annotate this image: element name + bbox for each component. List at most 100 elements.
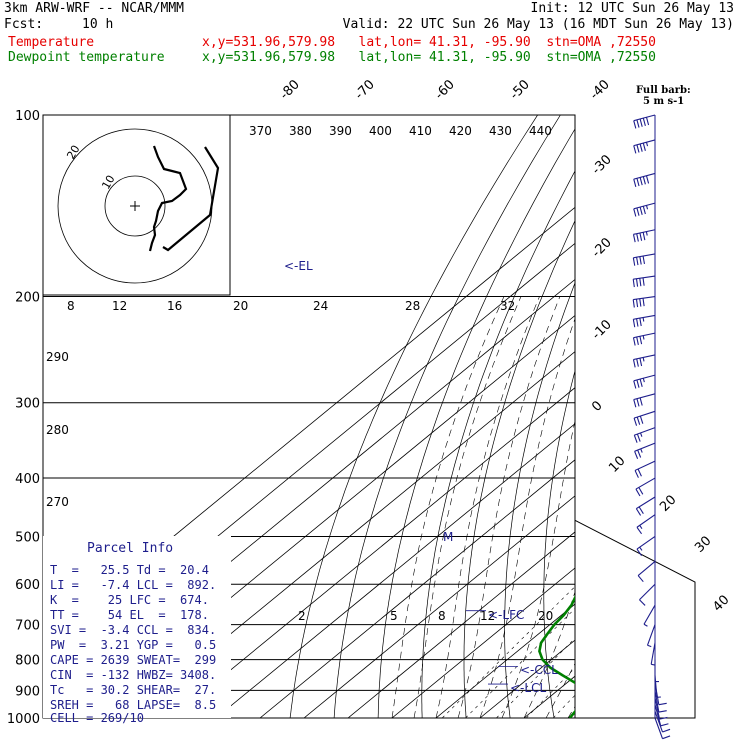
wind-barb-flag (642, 357, 645, 362)
parcel-line-8: Tc = 30.2 SHEAR= 27. (50, 683, 216, 697)
moist-adiabat-line (523, 590, 575, 718)
wind-barb (636, 514, 656, 535)
wind-barb-flag (639, 525, 643, 529)
wind-barb-flag (642, 176, 646, 185)
wind-barb (632, 275, 656, 288)
dry-adiabat-line (543, 369, 575, 718)
wind-barb-flag (638, 487, 644, 495)
isotherm-label: -10 (589, 317, 615, 343)
moist-adiabat-line (545, 662, 575, 718)
wind-barb-shaft (633, 410, 656, 419)
wind-barb-flag (636, 526, 643, 535)
dry-adiabat-line (504, 281, 575, 718)
isotherm-line (700, 115, 740, 718)
hodograph-scale-label: 24 (313, 299, 328, 313)
wind-barb-flag (636, 398, 640, 407)
wind-barb-shaft (637, 561, 656, 577)
wind-barb-flag (632, 359, 636, 368)
isotherm-label: -50 (507, 77, 533, 103)
mixing-ratio-line (441, 586, 575, 718)
moist-adiabat-line (479, 317, 575, 718)
wind-barb-flag (633, 208, 637, 217)
theta-side-label: 280 (46, 423, 69, 437)
wind-barb-flag (645, 117, 650, 126)
plot-frame-extension (574, 519, 696, 719)
wind-barb-flag (639, 232, 643, 241)
isotherm-label: -60 (432, 77, 458, 103)
pressure-label: 500 (15, 530, 40, 545)
wind-barb-flag (636, 548, 643, 556)
isotherm-line (435, 603, 575, 718)
wind-barb-flag (639, 397, 643, 406)
wind-barb (633, 114, 656, 129)
wind-barb (632, 253, 656, 266)
pressure-label: 200 (15, 291, 40, 306)
wind-barb-flag (640, 432, 643, 437)
wind-barb-flag (642, 277, 645, 286)
wind-barb-flag (632, 337, 636, 346)
plot-frame (42, 114, 576, 719)
wind-barb-shaft (633, 172, 656, 180)
isotherm-label: 10 (606, 454, 628, 476)
pressure-label: 700 (15, 619, 40, 634)
pressure-label: 600 (15, 578, 40, 593)
wind-barb-flag (642, 378, 645, 383)
hodograph-scale-label: 20 (233, 299, 248, 313)
wind-barb-shaft (654, 711, 664, 733)
wind-barb-flag (645, 175, 650, 184)
wind-barb-shaft (634, 442, 656, 452)
wind-barb (637, 561, 656, 583)
wind-barb (632, 229, 656, 243)
isotherm-label: 40 (710, 593, 732, 615)
wind-barb-flag (658, 710, 667, 713)
wind-barb-flag (643, 623, 648, 627)
wind-barb (632, 332, 656, 346)
temperature-legend: Temperature (8, 35, 95, 50)
theta-label: 380 (289, 124, 312, 138)
wind-barb-flag (639, 278, 642, 287)
wind-barb-flag (637, 575, 644, 583)
pressure-label: 800 (15, 654, 40, 669)
wind-barb (654, 711, 671, 733)
wind-barb-shaft (633, 202, 656, 210)
wind-barb (634, 460, 656, 478)
wind-barb (633, 139, 656, 154)
wind-barb-flag (635, 508, 642, 516)
parcel-line-6: CAPE = 2639 SWEAT= 299 (50, 653, 216, 667)
wind-barb-units: 5 m s-1 (643, 96, 684, 107)
wind-barb-flag (642, 142, 646, 151)
wind-barb (654, 704, 669, 727)
mixing-ratio-label: 2 (298, 609, 306, 623)
wind-barb-flag (633, 120, 637, 129)
isotherm-line (303, 495, 575, 718)
wind-barb-flag (633, 145, 637, 154)
pressure-label: 400 (15, 472, 40, 487)
wind-barb (654, 697, 668, 720)
parcel-line-3: TT = 54 EL = 178. (50, 608, 209, 622)
isotherm-line (391, 567, 575, 718)
mixing-ratio-line (589, 584, 716, 718)
mixing-ratio-label: 8 (438, 609, 446, 623)
wind-barb-flag (639, 415, 644, 424)
theta-side-label: 270 (46, 495, 69, 509)
mixing-ratio-label: 20 (538, 609, 553, 623)
wind-barb-flag (633, 178, 637, 188)
wind-barb-flag (636, 318, 639, 327)
valid-time: Valid: 22 UTC Sun 26 May 13 (16 MDT Sun … (342, 17, 734, 32)
wind-barb-flag (659, 716, 668, 720)
wind-barb-shaft (633, 314, 656, 320)
mixing-ratio-label: 12 (480, 609, 495, 623)
wind-barb-flag (636, 144, 640, 153)
temperature-location: x,y=531.96,579.98 lat,lon= 41.31, -95.90… (202, 35, 656, 50)
moist-adiabat-line (435, 296, 540, 718)
wind-barb-flag (645, 231, 648, 236)
pressure-label: 900 (15, 684, 40, 699)
isotherm-label: -20 (589, 235, 615, 261)
isotherm-label: 0 (589, 398, 605, 414)
wind-barb-flag (636, 416, 641, 425)
isotherm-label: -40 (587, 77, 613, 103)
wind-barb-flag (637, 468, 642, 477)
wind-barb (636, 536, 656, 556)
parcel-line-4: SVI = -3.4 CCL = 834. (50, 623, 216, 637)
moist-adiabat-line (567, 705, 575, 718)
